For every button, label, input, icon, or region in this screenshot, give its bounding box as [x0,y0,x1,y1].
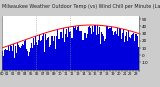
Text: Milwaukee Weather Outdoor Temp (vs) Wind Chill per Minute (Last 24 Hours): Milwaukee Weather Outdoor Temp (vs) Wind… [2,4,160,9]
